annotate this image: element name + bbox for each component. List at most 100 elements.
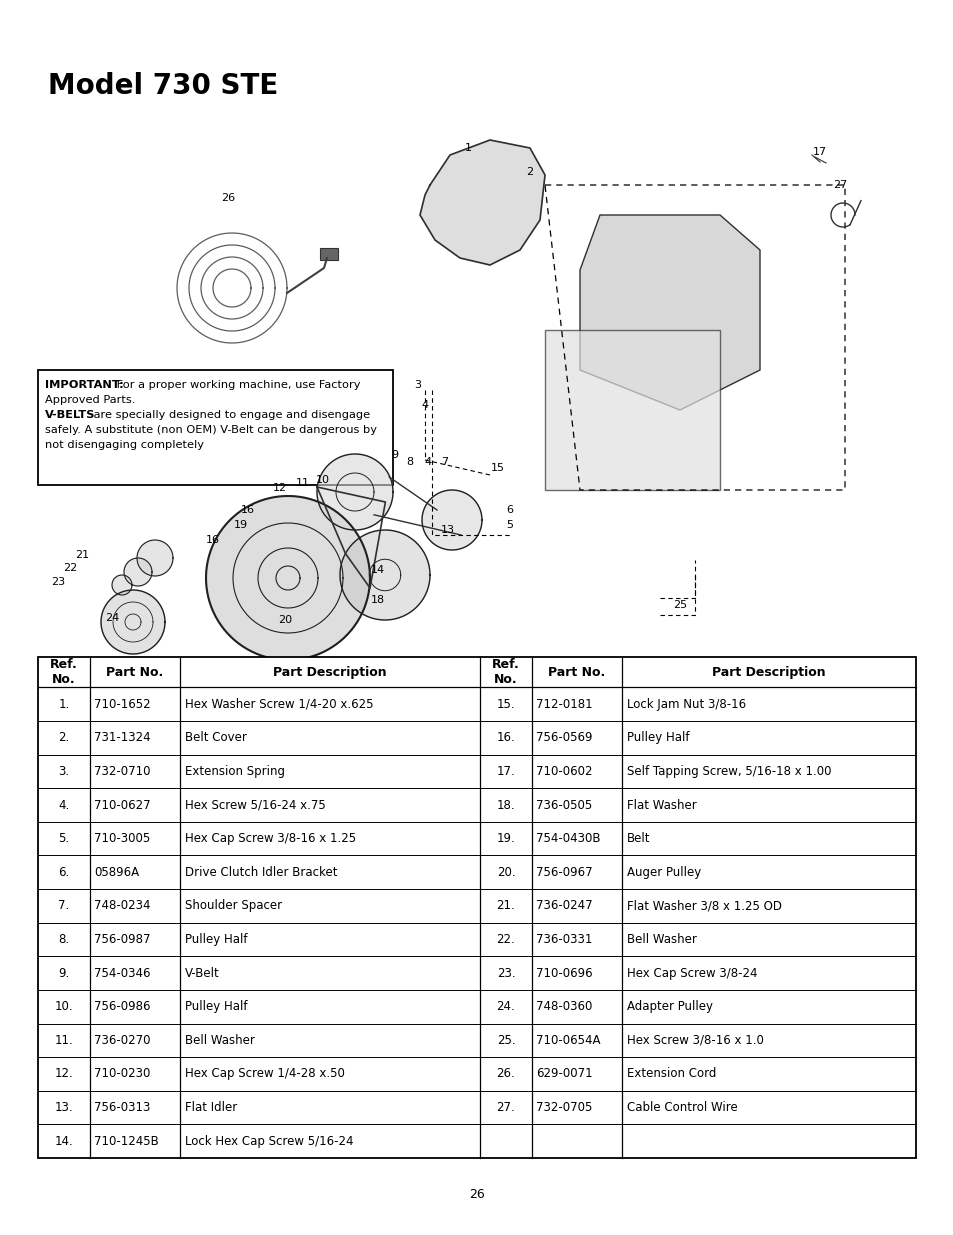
Text: 11.: 11. xyxy=(54,1034,73,1047)
Polygon shape xyxy=(316,454,393,530)
Text: Auger Pulley: Auger Pulley xyxy=(626,866,700,879)
Text: Hex Screw 5/16-24 x.75: Hex Screw 5/16-24 x.75 xyxy=(185,799,325,811)
Text: 3.: 3. xyxy=(58,764,70,778)
Polygon shape xyxy=(124,558,152,585)
Text: Part Description: Part Description xyxy=(273,666,386,679)
Polygon shape xyxy=(101,590,165,655)
Text: Self Tapping Screw, 5/16-18 x 1.00: Self Tapping Screw, 5/16-18 x 1.00 xyxy=(626,764,831,778)
Polygon shape xyxy=(206,496,370,659)
Text: 1: 1 xyxy=(464,143,471,153)
Text: 25: 25 xyxy=(672,600,686,610)
Text: 731-1324: 731-1324 xyxy=(94,731,151,745)
Text: 20.: 20. xyxy=(497,866,515,879)
Text: 732-0710: 732-0710 xyxy=(94,764,151,778)
Text: Flat Idler: Flat Idler xyxy=(185,1102,237,1114)
Text: 6: 6 xyxy=(506,505,513,515)
Text: 15.: 15. xyxy=(497,698,515,710)
Text: not disengaging completely: not disengaging completely xyxy=(45,440,204,450)
Text: 8: 8 xyxy=(406,457,414,467)
Text: 736-0505: 736-0505 xyxy=(536,799,592,811)
Text: Extension Spring: Extension Spring xyxy=(185,764,285,778)
Text: Hex Washer Screw 1/4-20 x.625: Hex Washer Screw 1/4-20 x.625 xyxy=(185,698,374,710)
Text: 26: 26 xyxy=(221,193,234,203)
Text: 14: 14 xyxy=(371,564,385,576)
Text: 26: 26 xyxy=(469,1188,484,1202)
Text: 710-0696: 710-0696 xyxy=(536,967,592,979)
Text: 16: 16 xyxy=(241,505,254,515)
Text: 18: 18 xyxy=(371,595,385,605)
Text: 2.: 2. xyxy=(58,731,70,745)
Text: 16: 16 xyxy=(206,535,220,545)
Text: 756-0986: 756-0986 xyxy=(94,1000,151,1013)
Text: 9: 9 xyxy=(391,450,398,459)
Text: 710-0230: 710-0230 xyxy=(94,1067,151,1081)
Text: 13.: 13. xyxy=(54,1102,73,1114)
Text: 27: 27 xyxy=(832,180,846,190)
Text: 710-3005: 710-3005 xyxy=(94,832,150,845)
Text: 22.: 22. xyxy=(497,932,515,946)
Text: V-BELTS: V-BELTS xyxy=(45,410,95,420)
Text: 736-0331: 736-0331 xyxy=(536,932,592,946)
Text: Ref.
No.: Ref. No. xyxy=(51,658,78,687)
Text: Cable Control Wire: Cable Control Wire xyxy=(626,1102,737,1114)
Text: 23: 23 xyxy=(51,577,65,587)
Text: 18.: 18. xyxy=(497,799,515,811)
Text: 12.: 12. xyxy=(54,1067,73,1081)
Text: 13: 13 xyxy=(440,525,455,535)
Text: Hex Cap Screw 3/8-16 x 1.25: Hex Cap Screw 3/8-16 x 1.25 xyxy=(185,832,355,845)
Text: Drive Clutch Idler Bracket: Drive Clutch Idler Bracket xyxy=(185,866,337,879)
Text: 16.: 16. xyxy=(497,731,515,745)
Text: 4.: 4. xyxy=(58,799,70,811)
Text: 1.: 1. xyxy=(58,698,70,710)
Text: Hex Cap Screw 1/4-28 x.50: Hex Cap Screw 1/4-28 x.50 xyxy=(185,1067,345,1081)
Text: Flat Washer 3/8 x 1.25 OD: Flat Washer 3/8 x 1.25 OD xyxy=(626,899,781,913)
Text: 19: 19 xyxy=(233,520,248,530)
Polygon shape xyxy=(544,330,720,490)
Text: 14.: 14. xyxy=(54,1135,73,1147)
Text: IMPORTANT:: IMPORTANT: xyxy=(45,380,124,390)
Text: 17.: 17. xyxy=(497,764,515,778)
Text: Bell Washer: Bell Washer xyxy=(185,1034,254,1047)
Polygon shape xyxy=(421,490,481,550)
Text: 23.: 23. xyxy=(497,967,515,979)
Bar xyxy=(38,370,393,485)
Text: 710-1245B: 710-1245B xyxy=(94,1135,158,1147)
Text: 11: 11 xyxy=(295,478,310,488)
Text: 20: 20 xyxy=(277,615,292,625)
Text: Bell Washer: Bell Washer xyxy=(626,932,696,946)
Polygon shape xyxy=(339,530,430,620)
Text: 10: 10 xyxy=(315,475,330,485)
Bar xyxy=(38,657,915,1158)
Polygon shape xyxy=(112,576,132,595)
Text: 17: 17 xyxy=(812,147,826,157)
Text: 756-0967: 756-0967 xyxy=(536,866,592,879)
Text: 26.: 26. xyxy=(497,1067,515,1081)
Text: 25.: 25. xyxy=(497,1034,515,1047)
Text: 748-0234: 748-0234 xyxy=(94,899,151,913)
Text: 9.: 9. xyxy=(58,967,70,979)
Text: 12: 12 xyxy=(273,483,287,493)
Text: Part No.: Part No. xyxy=(548,666,605,679)
Text: safely. A substitute (non OEM) V-Belt can be dangerous by: safely. A substitute (non OEM) V-Belt ca… xyxy=(45,425,376,435)
Text: 754-0346: 754-0346 xyxy=(94,967,151,979)
Text: 2: 2 xyxy=(526,167,533,177)
Text: 6.: 6. xyxy=(58,866,70,879)
Text: Model 730 STE: Model 730 STE xyxy=(48,72,278,100)
Text: Part No.: Part No. xyxy=(107,666,164,679)
Text: 27.: 27. xyxy=(497,1102,515,1114)
Text: are specially designed to engage and disengage: are specially designed to engage and dis… xyxy=(90,410,370,420)
Text: 4: 4 xyxy=(424,457,431,467)
Text: V-Belt: V-Belt xyxy=(185,967,219,979)
Text: Lock Hex Cap Screw 5/16-24: Lock Hex Cap Screw 5/16-24 xyxy=(185,1135,354,1147)
Polygon shape xyxy=(579,215,760,410)
Text: 756-0987: 756-0987 xyxy=(94,932,151,946)
Text: 5.: 5. xyxy=(58,832,70,845)
Text: 3: 3 xyxy=(414,380,421,390)
Text: Pulley Half: Pulley Half xyxy=(185,932,247,946)
Text: Approved Parts.: Approved Parts. xyxy=(45,395,135,405)
Text: 736-0270: 736-0270 xyxy=(94,1034,151,1047)
Text: 21: 21 xyxy=(75,550,89,559)
Text: 21.: 21. xyxy=(497,899,515,913)
Polygon shape xyxy=(419,140,544,266)
Text: Hex Cap Screw 3/8-24: Hex Cap Screw 3/8-24 xyxy=(626,967,757,979)
